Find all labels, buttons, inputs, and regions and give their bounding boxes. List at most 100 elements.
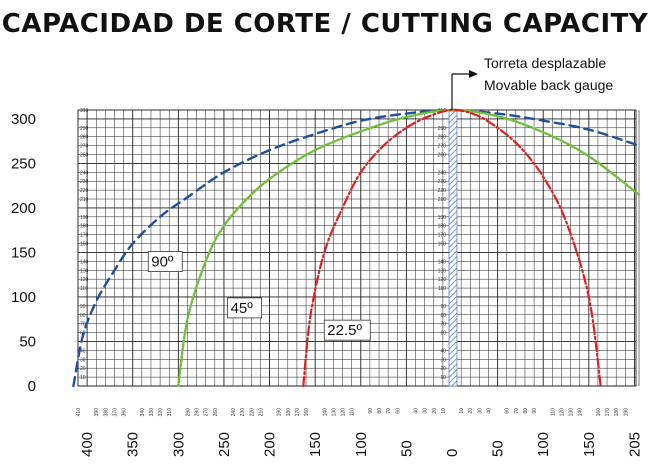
y-minor-tick-label: 40: [440, 348, 446, 354]
x-minor-tick-label: 60: [395, 408, 401, 414]
x-tick-label: 50: [398, 440, 415, 457]
y-minor-tick-label: 260: [80, 153, 89, 159]
curve-label-45-text: 45º: [231, 300, 254, 317]
x-minor-tick-label: 10: [441, 408, 447, 414]
chart-title: CAPACIDAD DE CORTE / CUTTING CAPACITY: [2, 9, 649, 39]
x-tick-label: 150: [581, 432, 598, 457]
plot-frame: [77, 109, 637, 387]
y-tick-label: 150: [11, 244, 36, 261]
x-minor-tick-label: 330: [149, 408, 155, 417]
x-minor-tick-label: 360: [122, 408, 128, 417]
gauge-label-es: Torreta desplazable: [484, 55, 606, 71]
y-minor-tick-label: 160: [438, 242, 447, 248]
x-minor-tick-label: 70: [386, 408, 392, 414]
y-minor-tick-label: 30: [80, 357, 86, 363]
x-minor-tick-label: 170: [605, 408, 611, 417]
x-minor-tick-label: 340: [140, 408, 146, 417]
y-minor-tick-label: 240: [80, 170, 89, 176]
x-minor-tick-label: 280: [195, 408, 201, 417]
y-minor-tick-label: 140: [438, 259, 447, 265]
y-minor-tick-label: 190: [80, 215, 89, 221]
y-minor-tick-label: 80: [80, 313, 86, 319]
x-minor-tick-label: 90: [532, 408, 538, 414]
x-minor-tick-label: 260: [213, 408, 219, 417]
y-minor-tick-label: 80: [440, 313, 446, 319]
x-minor-tick-label: 320: [158, 408, 164, 417]
y-minor-tick-label: 70: [80, 322, 86, 328]
x-minor-tick-label: 80: [377, 408, 383, 414]
x-minor-tick-label: 240: [231, 408, 237, 417]
x-minor-tick-label: 390: [94, 408, 100, 417]
y-minor-tick-label: 170: [80, 233, 89, 239]
y-minor-tick-label: 60: [440, 331, 446, 337]
y-minor-tick-label: 210: [80, 197, 89, 203]
x-minor-tick-label: 410: [76, 408, 82, 417]
y-minor-tick-label: 10: [440, 375, 446, 381]
x-minor-tick-label: 140: [322, 408, 328, 417]
x-minor-tick-label: 40: [486, 408, 492, 414]
y-minor-tick-label: 290: [438, 126, 447, 132]
x-minor-tick-label: 10: [459, 408, 465, 414]
x-tick-label: 400: [79, 432, 96, 457]
grid-lines: [77, 109, 640, 387]
curve-label-90-text: 90º: [151, 254, 174, 271]
y-minor-tick-label: 170: [438, 233, 447, 239]
curve-label-22-5-text: 22.5º: [327, 322, 362, 339]
y-minor-tick-label: 110: [80, 286, 88, 292]
y-tick-label: 0: [28, 378, 36, 395]
x-minor-tick-label: 130: [569, 408, 575, 417]
y-minor-tick-label: 280: [80, 135, 89, 141]
y-minor-tick-label: 180: [80, 224, 89, 230]
x-minor-tick-label: 80: [523, 408, 529, 414]
y-tick-label: 200: [11, 200, 36, 217]
x-minor-tick-label: 20: [432, 408, 438, 414]
x-minor-tick-label: 180: [286, 408, 292, 417]
x-minor-tick-label: 60: [505, 408, 511, 414]
x-minor-tick-label: 120: [559, 408, 565, 417]
x-minor-tick-label: 220: [249, 408, 255, 417]
y-minor-tick-label: 270: [80, 144, 89, 150]
x-tick-label: 100: [535, 432, 552, 457]
x-minor-tick-label: 370: [112, 408, 118, 417]
x-minor-tick-label: 40: [414, 408, 420, 414]
x-tick-label: 200: [262, 432, 279, 457]
y-minor-tick-label: 70: [440, 322, 446, 328]
x-minor-tick-label: 120: [341, 408, 347, 417]
y-minor-tick-label: 160: [80, 242, 89, 248]
x-tick-label: 350: [125, 432, 142, 457]
x-tick-label: 205: [626, 432, 643, 457]
x-minor-tick-label: 290: [185, 408, 191, 417]
y-minor-tick-label: 140: [80, 259, 89, 265]
y-minor-tick-label: 130: [438, 268, 447, 274]
x-minor-tick-label: 90: [368, 408, 374, 414]
x-minor-tick-label: 20: [468, 408, 474, 414]
y-minor-tick-label: 280: [438, 135, 447, 141]
x-minor-tick-label: 170: [295, 408, 301, 417]
curve-label-45: 45º: [227, 297, 263, 319]
y-tick-label: 50: [19, 333, 36, 350]
x-minor-tick-label: 30: [477, 408, 483, 414]
x-minor-tick-label: 140: [578, 408, 584, 417]
x-tick-label: 100: [353, 432, 370, 457]
y-minor-tick-label: 20: [440, 366, 446, 372]
y-minor-tick-label: 220: [80, 188, 89, 194]
y-minor-tick-label: 120: [438, 277, 447, 283]
series-45-line: [177, 108, 641, 388]
y-tick-label: 100: [11, 289, 36, 306]
y-minor-labels-center: 10 20 30 40 60 70 80 90 110 120 130 140 160 170 180 190…: [438, 108, 447, 381]
x-tick-label: 150: [307, 432, 324, 457]
y-minor-tick-label: 90: [440, 304, 446, 310]
x-minor-tick-label: 30: [423, 408, 429, 414]
y-minor-tick-label: 270: [438, 144, 447, 150]
y-minor-tick-label: 130: [80, 268, 89, 274]
x-minor-tick-label: 270: [204, 408, 210, 417]
gauge-label-en: Movable back gauge: [484, 77, 613, 93]
x-minor-tick-label: 130: [331, 408, 337, 417]
y-minor-tick-label: 240: [438, 170, 447, 176]
curve-label-22-5: 22.5º: [323, 319, 371, 341]
x-minor-tick-label: 310: [167, 408, 173, 417]
x-minor-tick-label: 380: [103, 408, 109, 417]
y-minor-tick-label: 120: [80, 277, 89, 283]
movable-back-gauge-strip: [448, 109, 458, 387]
